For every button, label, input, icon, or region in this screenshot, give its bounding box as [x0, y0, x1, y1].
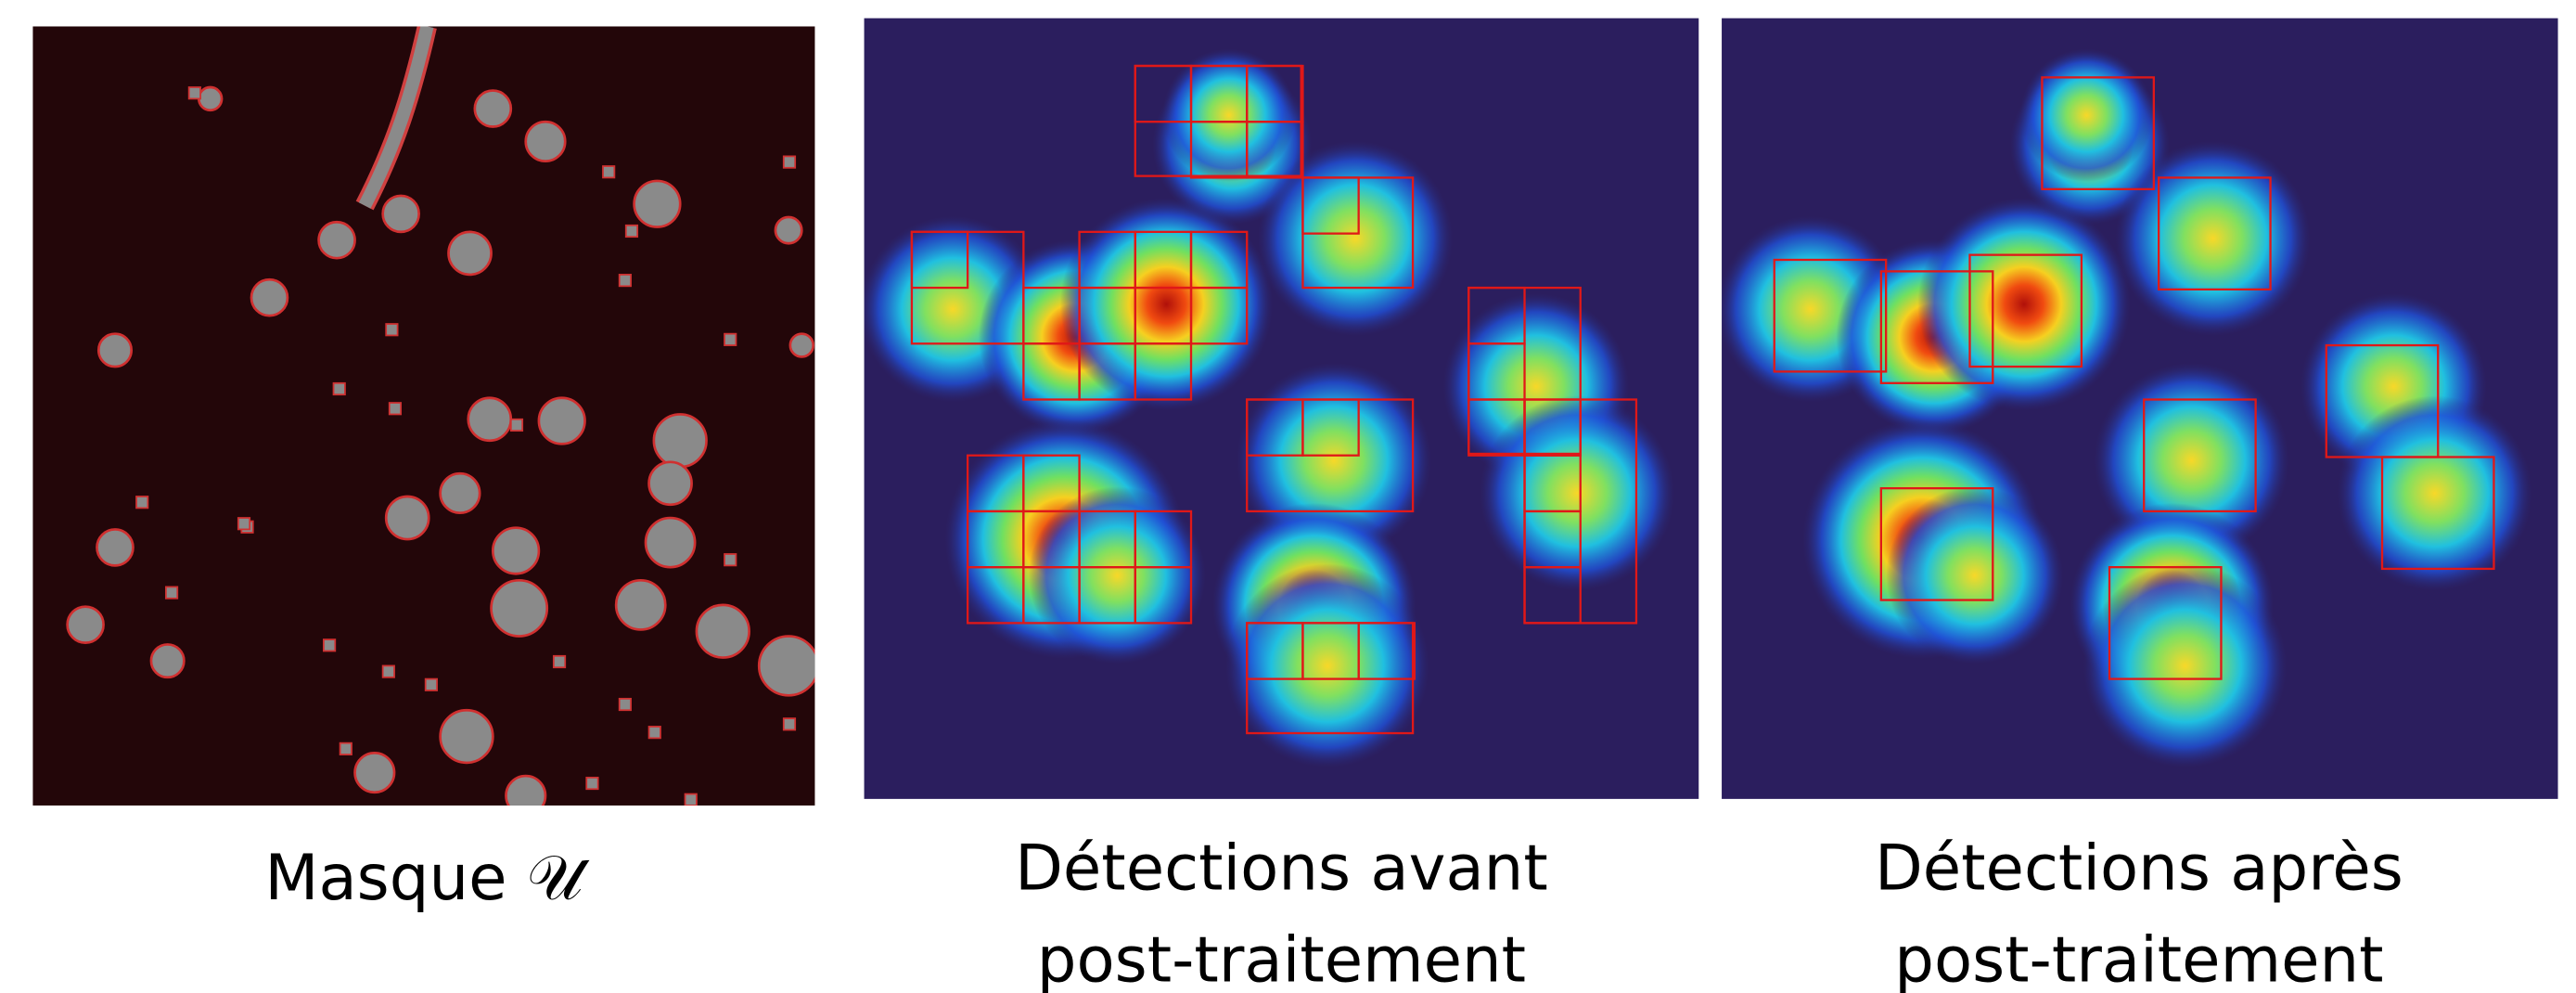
mask-speck [390, 403, 401, 414]
mask-blob [199, 87, 222, 110]
mask-blob [492, 580, 547, 636]
mask-speck [554, 656, 565, 667]
mask-speck [686, 794, 697, 806]
mask-panel [32, 26, 814, 805]
mask-blob [383, 196, 419, 232]
mask-blob [441, 473, 481, 513]
mask-speck [334, 383, 345, 394]
mask-blob [68, 607, 104, 643]
heat-blob [1258, 141, 1453, 336]
heat-blob [1225, 563, 1429, 767]
mask-speck [189, 87, 200, 98]
mask-blob [151, 644, 184, 677]
mask-speck [383, 665, 394, 677]
figure: Masque 𝒰 Détections avant post-traitement D… [0, 0, 2576, 993]
mask-blob [790, 334, 814, 357]
heat-blob [2020, 48, 2153, 181]
mask-blob [475, 91, 511, 127]
page: Masque 𝒰 Détections avant post-traitement D… [0, 0, 2576, 993]
mask-speck [620, 699, 631, 710]
mask-speck [649, 727, 660, 738]
caption: Détections après [1875, 832, 2403, 904]
mask-blob [654, 414, 707, 467]
mask-blob [616, 580, 665, 629]
mask-speck [386, 324, 397, 335]
mask-blob [319, 222, 355, 258]
mask-speck [724, 554, 736, 565]
mask-speck [724, 334, 736, 345]
heat-blob [1029, 486, 1206, 664]
mask-blob [98, 334, 131, 367]
mask-speck [166, 587, 177, 598]
mask-blob [697, 605, 750, 658]
mask-blob [96, 529, 133, 565]
mask-blob [493, 528, 539, 574]
mask-speck [620, 275, 631, 286]
mask-blob [441, 710, 493, 763]
mask-speck [784, 156, 795, 167]
mask-blob [468, 398, 511, 441]
mask-blob [646, 518, 695, 567]
heat-blob [1060, 198, 1274, 411]
heat-blob [1886, 486, 2063, 664]
mask-blob [775, 217, 801, 243]
mask-speck [511, 419, 522, 431]
mask-blob [506, 776, 545, 816]
mask-blob [539, 398, 585, 445]
mask-blob [526, 122, 566, 161]
heat-blob [1917, 198, 2131, 411]
heat-blob [2337, 395, 2531, 590]
mask-speck [340, 743, 352, 754]
mask-blob [649, 462, 692, 505]
mask-blob [386, 496, 429, 539]
mask-speck [426, 679, 437, 690]
captions: Masque 𝒰 Détections avant post-traitement D… [264, 832, 2403, 993]
caption: post-traitement [1037, 923, 1526, 993]
mask-speck [136, 496, 147, 508]
mask-speck [626, 226, 637, 237]
heat-blob [2115, 141, 2310, 336]
mask-speck [238, 518, 250, 529]
mask-blob [355, 753, 395, 793]
mask-speck [603, 166, 614, 177]
mask-blob [634, 181, 681, 227]
mask-blob [251, 279, 288, 316]
mask-speck [324, 639, 335, 651]
mask-blob [759, 637, 818, 696]
heat-blob [1162, 48, 1295, 181]
caption: post-traitement [1894, 923, 2383, 993]
mask-speck [784, 718, 795, 729]
heat-blob [2083, 563, 2288, 767]
caption: Détections avant [1015, 832, 1548, 904]
caption: Masque 𝒰 [264, 842, 589, 914]
mask-blob [448, 232, 491, 275]
heat-blob [1480, 395, 1674, 590]
mask-speck [586, 778, 597, 789]
